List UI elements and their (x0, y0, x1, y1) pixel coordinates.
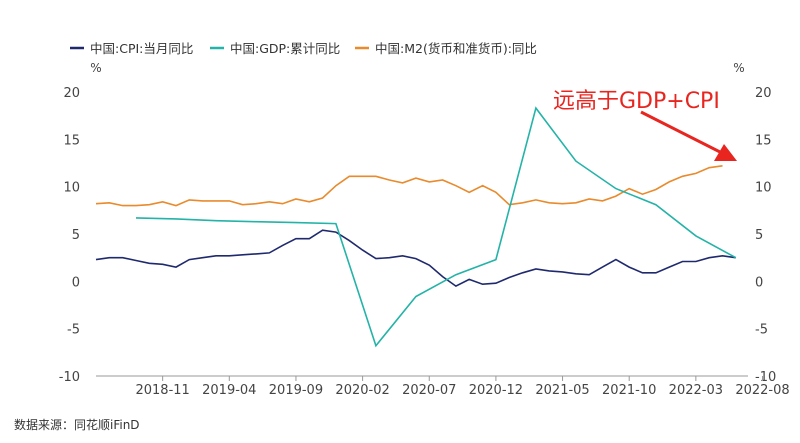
x-tick-label: 2019-04 (202, 383, 256, 398)
series-line-m2 (95, 165, 723, 207)
legend-label: 中国:GDP:累计同比 (230, 41, 340, 56)
x-tick-label: 2020-12 (469, 383, 523, 398)
y-tick-left: 20 (63, 86, 80, 101)
y-tick-right: -5 (755, 323, 768, 338)
y-tick-right: 5 (755, 228, 763, 243)
x-tick-label: 2021-05 (535, 383, 589, 398)
y-tick-right: 10 (755, 181, 772, 196)
y-left-unit-label: % (90, 61, 101, 75)
y-tick-left: 10 (63, 181, 80, 196)
x-tick-label: 2020-02 (335, 383, 389, 398)
y-tick-right: -10 (755, 370, 776, 385)
series-lines (95, 106, 737, 348)
data-source: 数据来源：同花顺iFinD (14, 418, 140, 432)
annotation-text: 远高于GDP+CPI (553, 89, 720, 114)
x-tick-label: 2019-09 (269, 383, 323, 398)
y-tick-left: 15 (63, 133, 80, 148)
x-tick-label: 2018-11 (135, 383, 189, 398)
y-tick-right: 15 (755, 133, 772, 148)
x-tick-label: 2022-08 (735, 383, 789, 398)
series-line-cpi (95, 229, 736, 288)
y-tick-right: 0 (755, 275, 763, 290)
y-tick-left: 0 (72, 275, 80, 290)
legend-label: 中国:CPI:当月同比 (90, 41, 193, 56)
annotation-arrow-head (714, 144, 737, 161)
annotation: 远高于GDP+CPI (553, 89, 737, 161)
y-tick-left: -10 (59, 370, 80, 385)
legend: 中国:CPI:当月同比 中国:GDP:累计同比 中国:M2(货币和准货币):同比 (70, 41, 537, 56)
y-tick-left: -5 (67, 323, 80, 338)
x-tick-label: 2020-07 (402, 383, 456, 398)
annotation-arrow-shaft (640, 110, 723, 155)
y-axis-right: -10 -5 0 5 10 15 20 (755, 86, 776, 385)
x-tick-label: 2021-10 (602, 383, 656, 398)
x-tick-label: 2022-03 (669, 383, 723, 398)
series-line-gdp (135, 106, 737, 348)
y-tick-right: 20 (755, 86, 772, 101)
x-axis: 2018-11 2019-04 2019-09 2020-02 2020-07 2020-… (135, 376, 790, 398)
legend-label: 中国:M2(货币和准货币):同比 (375, 41, 537, 56)
y-axis-left: -10 -5 0 5 10 15 20 (59, 86, 80, 385)
y-right-unit-label: % (733, 61, 744, 75)
y-tick-left: 5 (72, 228, 80, 243)
